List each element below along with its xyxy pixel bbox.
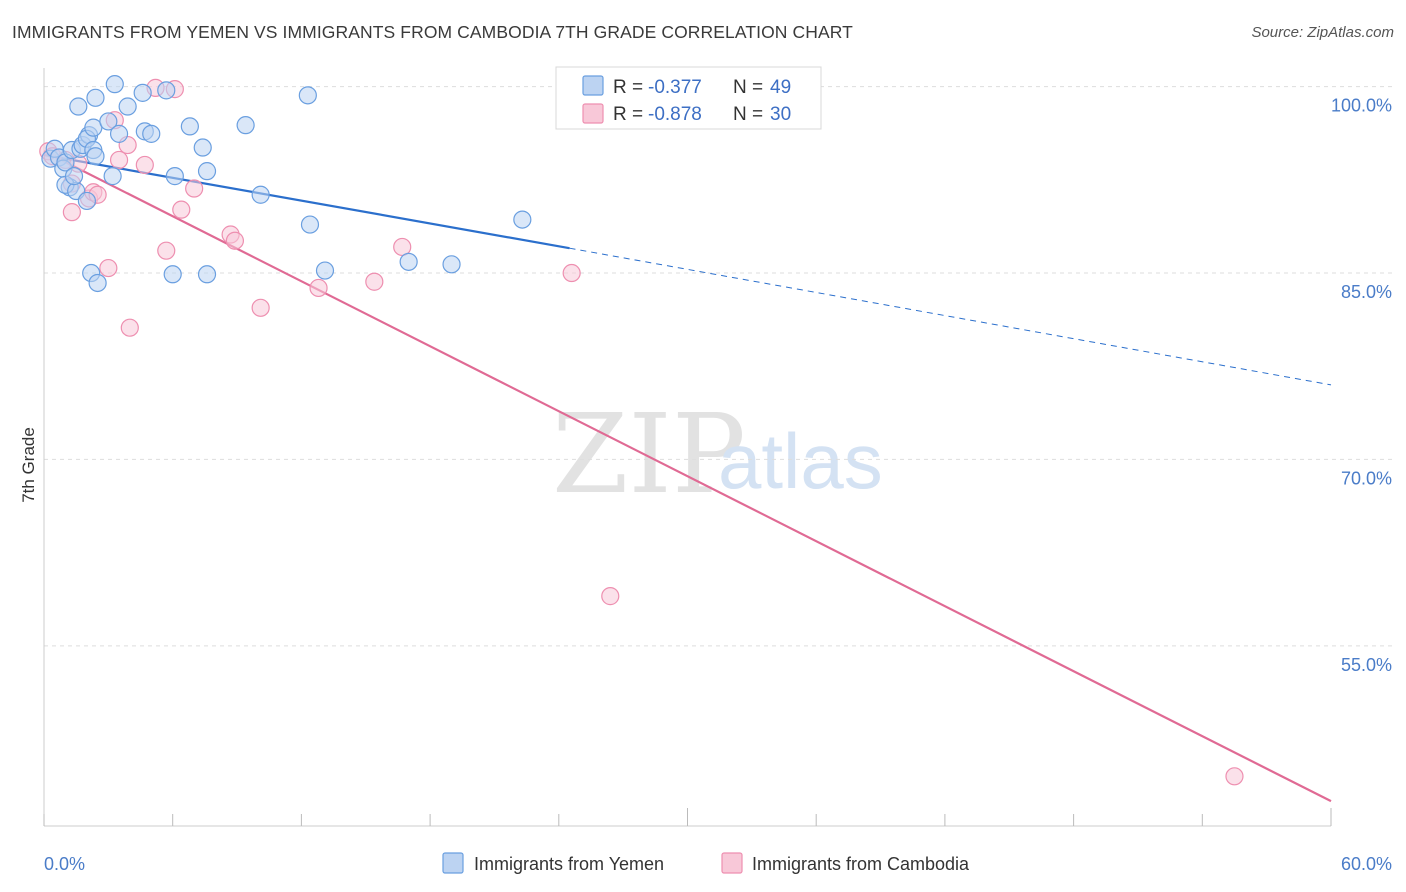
legend-r-value-yemen: -0.377 [648, 77, 702, 98]
axes [43, 68, 1332, 827]
point-yemen [105, 75, 124, 94]
series-legend: Immigrants from Yemen Immigrants from Ca… [442, 852, 970, 874]
legend-r-label-cambodia: R = [613, 104, 648, 125]
legend-n-value-cambodia: 30 [770, 104, 791, 125]
legend-swatch-yemen [582, 75, 604, 96]
y-tick-label: 70.0% [1341, 468, 1392, 488]
point-cambodia [251, 298, 270, 317]
gridlines [44, 86, 1392, 647]
point-cambodia [562, 263, 581, 283]
point-yemen [315, 261, 335, 280]
y-tick-label: 100.0% [1331, 96, 1392, 116]
point-cambodia [109, 150, 129, 170]
chart-title: IMMIGRANTS FROM YEMEN VS IMMIGRANTS FROM… [12, 22, 853, 42]
point-yemen [197, 265, 217, 284]
point-yemen [69, 97, 88, 116]
point-cambodia [185, 179, 204, 198]
point-yemen [157, 81, 176, 100]
point-yemen [86, 147, 105, 166]
point-cambodia [157, 241, 176, 260]
trend-line-yemen [43, 153, 570, 250]
point-yemen [165, 167, 184, 186]
trend-line-yemen-extension [569, 247, 1332, 386]
legend-swatch-cambodia [582, 103, 604, 124]
point-yemen [133, 83, 152, 102]
point-cambodia [99, 258, 118, 278]
point-yemen [251, 185, 270, 204]
x-tick-label-max: 60.0% [1341, 854, 1392, 874]
point-cambodia [135, 155, 154, 175]
point-cambodia [62, 203, 81, 222]
point-yemen [86, 88, 105, 107]
point-yemen [64, 167, 84, 186]
y-axis-ticks: 100.0% 85.0% 70.0% 55.0% [1331, 96, 1392, 675]
point-yemen [109, 124, 129, 143]
point-yemen [163, 265, 182, 284]
stats-legend: R = -0.377 N = 49 R = -0.878 N = 30 [555, 66, 822, 130]
point-cambodia [172, 200, 191, 219]
point-yemen [513, 210, 532, 229]
point-cambodia [601, 587, 620, 606]
bottom-legend-swatch-cambodia [721, 852, 743, 874]
point-yemen [142, 124, 161, 143]
point-yemen [399, 252, 418, 271]
point-yemen [103, 167, 122, 186]
legend-n-value-yemen: 49 [770, 77, 791, 98]
point-yemen [88, 273, 107, 293]
point-yemen [77, 191, 97, 211]
point-yemen [99, 112, 118, 131]
legend-r-value-cambodia: -0.878 [648, 104, 702, 125]
watermark-atlas: atlas [718, 417, 883, 505]
point-yemen [193, 138, 212, 157]
point-yemen [300, 215, 320, 234]
point-yemen [180, 117, 199, 136]
point-cambodia [365, 272, 384, 291]
point-cambodia [1225, 767, 1244, 786]
point-yemen [442, 255, 461, 274]
point-yemen [197, 162, 217, 181]
point-cambodia [120, 318, 139, 337]
x-tick-label-min: 0.0% [44, 854, 85, 874]
point-cambodia [309, 278, 328, 298]
point-yemen [236, 116, 255, 135]
y-tick-label: 85.0% [1341, 282, 1392, 302]
point-yemen [298, 86, 317, 105]
trend-line-cambodia [43, 150, 1332, 803]
data-points [39, 75, 1244, 786]
legend-n-label-yemen: N = [733, 77, 768, 98]
bottom-legend-swatch-yemen [442, 852, 464, 874]
trend-lines [43, 150, 1332, 803]
legend-r-label-yemen: R = [613, 77, 648, 98]
source-credit: Source: ZipAtlas.com [1251, 24, 1394, 41]
watermark-zip: ZIP [552, 390, 746, 518]
bottom-legend-label-yemen: Immigrants from Yemen [474, 854, 664, 874]
y-axis-label: 7th Grade [19, 427, 38, 503]
bottom-legend-label-cambodia: Immigrants from Cambodia [752, 854, 970, 874]
legend-n-label-cambodia: N = [733, 104, 768, 125]
point-cambodia [225, 231, 245, 250]
point-yemen [118, 97, 137, 116]
y-tick-label: 55.0% [1341, 655, 1392, 675]
